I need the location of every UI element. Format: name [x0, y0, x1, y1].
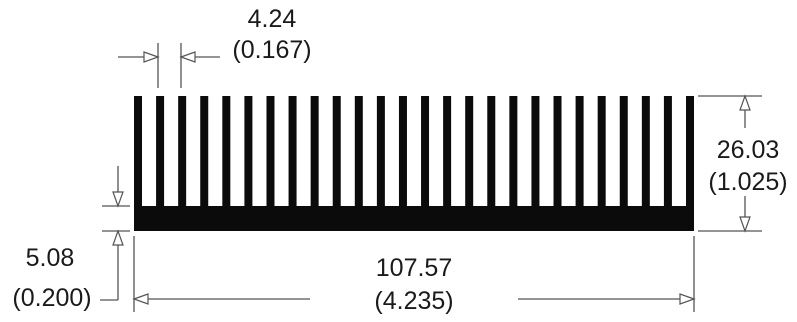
heatsink-fin	[178, 96, 187, 210]
extension-lines	[102, 43, 762, 312]
width-in: (4.235)	[374, 287, 453, 315]
heatsink-fin	[398, 96, 407, 210]
width-arrow-head-right	[679, 293, 696, 305]
base-thickness-in: (0.200)	[12, 284, 91, 312]
heatsink-fin	[376, 96, 385, 210]
heatsink-fin	[597, 96, 606, 210]
heatsink-fin	[663, 96, 672, 210]
width-arrow-head-left	[132, 293, 149, 305]
heatsink-base	[134, 206, 694, 231]
heatsink-profile	[134, 96, 694, 231]
pitch-arrow-left-head	[143, 51, 160, 63]
heatsink-fin	[421, 96, 430, 210]
base-thickness-dimension: 5.08 (0.200)	[12, 166, 124, 312]
base-thickness-mm: 5.08	[26, 244, 75, 272]
heatsink-fin	[465, 96, 474, 210]
fin-pitch-mm: 4.24	[248, 5, 297, 33]
heatsink-fin	[575, 96, 584, 210]
width-mm: 107.57	[376, 254, 452, 282]
heatsink-fin	[266, 96, 275, 210]
heatsink-fin	[332, 96, 341, 210]
pitch-arrow-right-head	[179, 51, 196, 63]
heatsink-fin	[200, 96, 209, 210]
heatsink-fin	[531, 96, 540, 210]
height-in: (1.025)	[708, 168, 787, 196]
base-arrow-top-head	[112, 191, 124, 208]
heatsink-fin	[134, 96, 142, 210]
heatsink-fin	[641, 96, 650, 210]
width-dimension: 107.57 (4.235)	[132, 254, 696, 315]
heatsink-fin	[619, 96, 628, 210]
height-arrow-head-bottom	[739, 216, 751, 233]
heatsink-fin	[156, 96, 165, 210]
heatsink-fin	[244, 96, 253, 210]
heatsink-fins	[134, 96, 694, 210]
heatsink-fin	[443, 96, 452, 210]
heatsink-fin	[310, 96, 319, 210]
heatsink-fin	[509, 96, 518, 210]
fin-pitch-in: (0.167)	[232, 36, 311, 64]
heatsink-fin	[354, 96, 363, 210]
height-arrow-head-top	[739, 94, 751, 111]
heatsink-fin	[686, 96, 694, 210]
heatsink-fin	[222, 96, 231, 210]
base-arrow-bottom-head	[112, 229, 124, 246]
heatsink-fin	[487, 96, 496, 210]
heatsink-fin	[288, 96, 297, 210]
heatsink-fin	[553, 96, 562, 210]
height-mm: 26.03	[717, 136, 780, 164]
height-dimension: 26.03 (1.025)	[708, 94, 788, 233]
fin-pitch-dimension: 4.24 (0.167)	[118, 5, 312, 64]
